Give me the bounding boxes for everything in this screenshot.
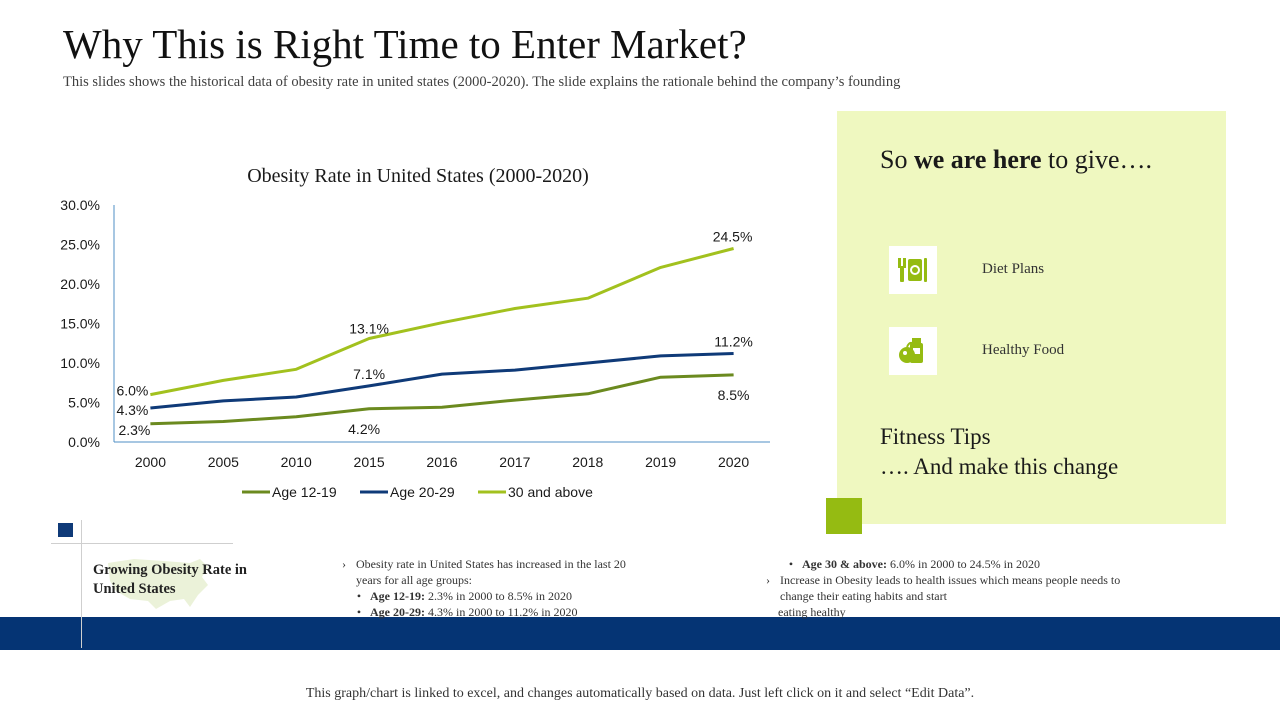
bullets-left: › Obesity rate in United States has incre… bbox=[342, 556, 652, 620]
legend-label: Age 12-19 bbox=[272, 484, 337, 500]
slide-title: Why This is Right Time to Enter Market? bbox=[63, 21, 747, 67]
series-line-3 bbox=[150, 247, 734, 397]
accent-green-square bbox=[826, 498, 862, 534]
healthy-food-icon bbox=[889, 327, 937, 375]
bullet-text: Increase in Obesity leads to health issu… bbox=[780, 573, 1121, 587]
bullet-text: eating healthy bbox=[778, 605, 846, 619]
legend-label: 30 and above bbox=[508, 484, 593, 500]
x-tick-label: 2019 bbox=[645, 454, 676, 470]
diet-plan-icon bbox=[889, 246, 937, 294]
y-tick-label: 15.0% bbox=[60, 316, 100, 332]
slide-subtitle: This slides shows the historical data of… bbox=[63, 74, 901, 90]
bullet-dot-icon: • bbox=[356, 589, 362, 603]
y-tick-label: 0.0% bbox=[68, 434, 100, 450]
chevron-right-icon: › bbox=[766, 573, 770, 587]
bullet-health-issues: › Increase in Obesity leads to health iss… bbox=[766, 572, 1206, 588]
bullet-intro: › Obesity rate in United States has incre… bbox=[342, 556, 652, 588]
series-line-2 bbox=[150, 352, 734, 410]
bullet-bold: Age 30 & above: bbox=[802, 557, 887, 571]
us-map-icon bbox=[108, 559, 208, 609]
bullet-health-issues-cont: change their eating habits and start bbox=[766, 588, 1206, 604]
y-tick-label: 10.0% bbox=[60, 355, 100, 371]
data-label: 4.2% bbox=[348, 421, 380, 437]
data-label: 13.1% bbox=[349, 321, 389, 337]
bullet-text: 4.3% in 2000 to 11.2% in 2020 bbox=[424, 605, 578, 619]
panel-heading: So we are here to give…. bbox=[880, 144, 1152, 176]
chart-title: Obesity Rate in United States (2000-2020… bbox=[247, 165, 589, 187]
legend-label: Age 20-29 bbox=[390, 484, 455, 500]
accent-navy-square bbox=[58, 523, 73, 537]
data-label: 11.2% bbox=[714, 334, 753, 350]
y-tick-label: 30.0% bbox=[60, 197, 100, 213]
y-tick-label: 25.0% bbox=[60, 237, 100, 253]
x-tick-label: 2016 bbox=[426, 454, 457, 470]
panel-heading-bold: we are here bbox=[913, 145, 1042, 174]
bullet-age-12-19: • Age 12-19: 2.3% in 2000 to 8.5% in 2020 bbox=[342, 588, 652, 604]
divider-horizontal bbox=[51, 543, 233, 544]
data-label: 24.5% bbox=[713, 228, 753, 244]
panel-heading-pre: So bbox=[880, 145, 914, 174]
series-line-1 bbox=[150, 373, 734, 426]
x-tick-label: 2005 bbox=[208, 454, 239, 470]
offer-panel: So we are here to give…. Diet Plans bbox=[837, 111, 1226, 524]
x-tick-label: 2017 bbox=[499, 454, 530, 470]
data-label: 8.5% bbox=[718, 387, 750, 403]
bullet-health-issues-end: eating healthy bbox=[766, 604, 1206, 620]
bullet-text: change their eating habits and start bbox=[780, 589, 947, 603]
data-label: 2.3% bbox=[118, 422, 150, 438]
fitness-tips-text: Fitness Tips bbox=[880, 424, 991, 449]
bullet-intro-text: Obesity rate in United States has increa… bbox=[356, 557, 626, 587]
y-tick-label: 5.0% bbox=[68, 395, 100, 411]
feature-label: Diet Plans bbox=[982, 261, 1045, 277]
chevron-right-icon: › bbox=[342, 557, 346, 571]
obesity-line-chart[interactable]: Obesity Rate in United States (2000-2020… bbox=[0, 150, 800, 520]
y-tick-label: 20.0% bbox=[60, 276, 100, 292]
divider-vertical bbox=[81, 520, 82, 648]
bullet-age-30-above: • Age 30 & above: 6.0% in 2000 to 24.5% i… bbox=[766, 556, 1206, 572]
bullet-bold: Age 20-29: bbox=[370, 605, 425, 619]
bullet-dot-icon: • bbox=[356, 605, 362, 619]
growing-obesity-title: Growing Obesity Rate in United States bbox=[93, 561, 273, 599]
feature-label: Healthy Food bbox=[982, 342, 1065, 358]
bullet-age-20-29: • Age 20-29: 4.3% in 2000 to 11.2% in 202… bbox=[342, 604, 652, 620]
feature-healthy-food[interactable]: Healthy Food bbox=[889, 327, 1189, 375]
data-label: 6.0% bbox=[116, 383, 148, 399]
panel-heading-post: to give…. bbox=[1041, 145, 1153, 174]
bullet-text: 2.3% in 2000 to 8.5% in 2020 bbox=[424, 589, 572, 603]
x-tick-label: 2010 bbox=[281, 454, 312, 470]
bullets-right: • Age 30 & above: 6.0% in 2000 to 24.5% i… bbox=[766, 556, 1206, 620]
bullet-dot-icon: • bbox=[788, 557, 794, 571]
bullet-bold: Age 12-19: bbox=[370, 589, 425, 603]
x-tick-label: 2020 bbox=[718, 454, 749, 470]
x-tick-label: 2018 bbox=[572, 454, 603, 470]
x-tick-label: 2000 bbox=[135, 454, 166, 470]
data-label: 7.1% bbox=[353, 366, 385, 382]
data-label: 4.3% bbox=[116, 402, 148, 418]
feature-diet-plans[interactable]: Diet Plans bbox=[889, 246, 1189, 294]
growing-obesity-text: Growing Obesity Rate in United States bbox=[93, 562, 247, 597]
make-change-text: …. And make this change bbox=[880, 454, 1119, 479]
bullet-text: 6.0% in 2000 to 24.5% in 2020 bbox=[886, 557, 1040, 571]
x-tick-label: 2015 bbox=[354, 454, 385, 470]
footnote: This graph/chart is linked to excel, and… bbox=[305, 686, 975, 701]
footer-band bbox=[0, 617, 1280, 650]
